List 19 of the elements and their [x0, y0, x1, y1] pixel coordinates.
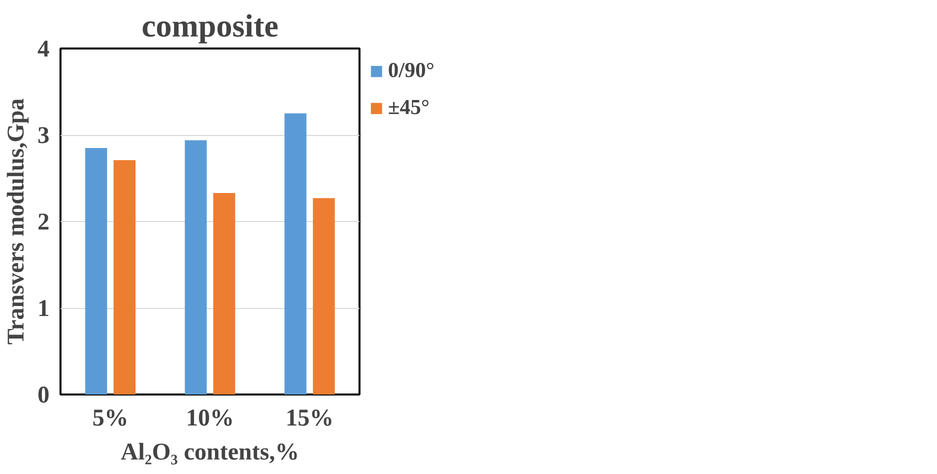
x-axis-title: Al₂O₃ contents,%: [120, 440, 300, 466]
y-tick-label: 4: [38, 36, 50, 62]
bar: [114, 160, 136, 394]
bar: [312, 198, 335, 394]
y-tick-label: 3: [38, 123, 50, 149]
x-tick-label: 5%: [92, 406, 128, 432]
x-tick-label: 15%: [286, 406, 334, 432]
y-axis-title: Transvers modulus,Gpa: [4, 98, 30, 345]
x-tick-label: 10%: [186, 406, 234, 432]
chart-title: composite: [142, 8, 278, 44]
bar: [284, 113, 306, 394]
bar: [184, 140, 207, 394]
bar: [213, 192, 236, 394]
y-tick-label: 0: [38, 382, 50, 408]
y-tick-label: 1: [38, 296, 50, 322]
y-tick-label: 2: [38, 210, 50, 236]
legend-label: ±45°: [388, 95, 430, 120]
legend-label: 0/90°: [388, 58, 434, 83]
bar: [85, 148, 108, 394]
